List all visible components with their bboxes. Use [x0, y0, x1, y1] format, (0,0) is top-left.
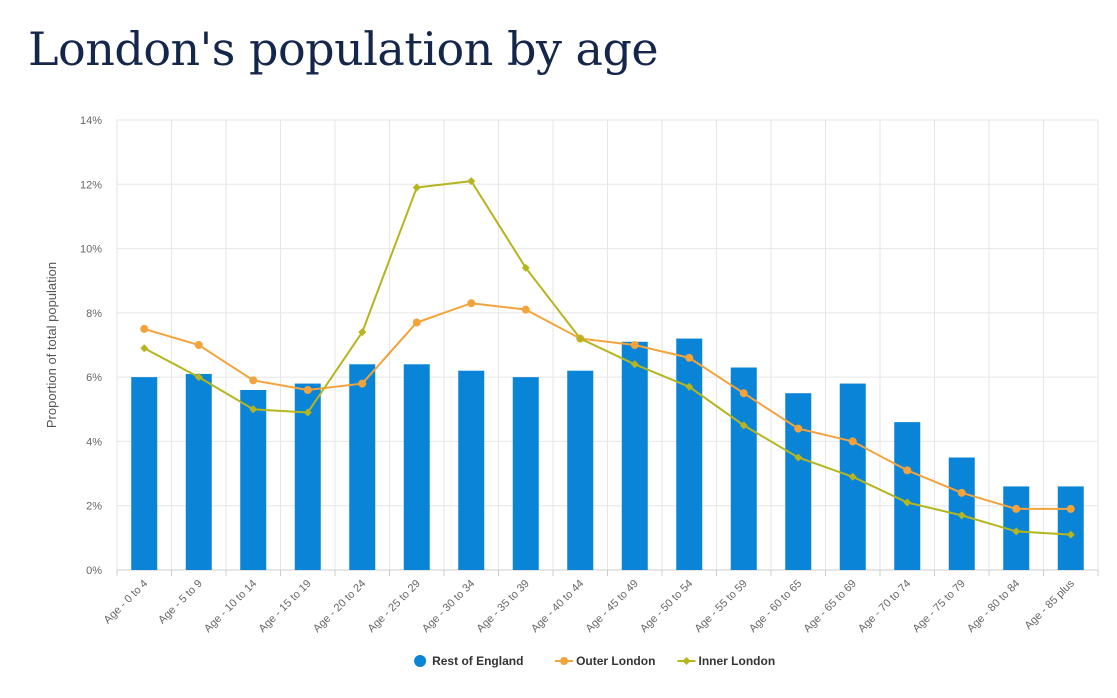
- legend-swatch: [560, 657, 569, 665]
- y-tick-label: 12%: [80, 179, 102, 191]
- data-point[interactable]: [685, 353, 694, 362]
- y-axis-ticks: 0% 2% 4% 6% 8% 10% 12% 14%: [80, 115, 102, 577]
- data-point[interactable]: [1012, 504, 1021, 513]
- data-point[interactable]: [358, 328, 367, 337]
- legend-item[interactable]: Outer London: [555, 654, 655, 668]
- x-tick-label: Age - 45 to 49: [584, 578, 641, 635]
- x-tick-label: Age - 65 to 69: [802, 578, 859, 635]
- bar[interactable]: [621, 341, 648, 570]
- y-tick-label: 2%: [86, 501, 102, 513]
- x-tick-label: Age - 35 to 39: [475, 578, 532, 635]
- x-tick-label: Age - 50 to 54: [638, 578, 695, 635]
- x-tick-label: Age - 55 to 59: [693, 578, 750, 635]
- series-line-group: [140, 299, 1075, 513]
- x-tick-label: Age - 70 to 74: [856, 578, 913, 635]
- x-tick-label: Age - 40 to 44: [529, 578, 586, 635]
- y-tick-label: 0%: [86, 565, 102, 577]
- data-point[interactable]: [140, 324, 149, 333]
- data-point[interactable]: [794, 453, 803, 462]
- chart-title: London's population by age: [28, 22, 659, 76]
- data-point[interactable]: [1012, 527, 1021, 536]
- data-point[interactable]: [739, 421, 748, 430]
- bar[interactable]: [567, 370, 594, 570]
- legend-label: Rest of England: [432, 654, 523, 668]
- series-line: [143, 180, 1071, 536]
- series-line-group: [140, 177, 1075, 539]
- x-tick-label: Age - 10 to 14: [202, 578, 259, 635]
- data-point[interactable]: [1066, 504, 1075, 513]
- data-point[interactable]: [630, 341, 639, 349]
- legend-item[interactable]: Inner London: [677, 654, 776, 668]
- x-tick-label: Age - 60 to 65: [747, 578, 804, 635]
- data-point[interactable]: [794, 424, 803, 433]
- data-point[interactable]: [521, 305, 530, 314]
- bar[interactable]: [676, 338, 703, 570]
- legend-label: Inner London: [699, 654, 776, 668]
- bar[interactable]: [403, 364, 430, 570]
- x-tick-label: Age - 0 to 4: [102, 578, 151, 627]
- y-tick-label: 4%: [86, 436, 102, 448]
- bar[interactable]: [131, 377, 158, 570]
- bar[interactable]: [185, 373, 212, 570]
- x-tick-label: Age - 20 to 24: [311, 578, 368, 635]
- x-tick-label: Age - 15 to 19: [257, 578, 314, 635]
- data-point[interactable]: [467, 299, 476, 308]
- data-point[interactable]: [303, 386, 312, 394]
- data-point[interactable]: [194, 373, 203, 382]
- bar[interactable]: [349, 364, 376, 570]
- data-point[interactable]: [957, 488, 966, 497]
- grid-lines: [116, 119, 1099, 576]
- data-point[interactable]: [140, 344, 149, 353]
- bar[interactable]: [458, 370, 485, 570]
- data-point[interactable]: [249, 376, 258, 385]
- data-point[interactable]: [412, 183, 421, 192]
- legend-item[interactable]: Rest of England: [414, 654, 523, 668]
- line-series: [140, 177, 1075, 539]
- data-point[interactable]: [903, 498, 912, 507]
- bar-series: [131, 338, 1084, 571]
- x-tick-label: Age - 30 to 34: [420, 578, 477, 635]
- data-point[interactable]: [957, 511, 966, 520]
- series-line: [143, 302, 1071, 510]
- data-point[interactable]: [630, 360, 639, 369]
- data-point[interactable]: [739, 389, 748, 398]
- data-point[interactable]: [249, 405, 258, 414]
- legend[interactable]: Rest of England Outer London Inner London: [414, 654, 775, 668]
- data-point[interactable]: [194, 341, 203, 349]
- data-point[interactable]: [303, 408, 312, 417]
- data-point[interactable]: [848, 472, 857, 481]
- data-point[interactable]: [467, 177, 476, 186]
- bar[interactable]: [785, 393, 812, 570]
- bar[interactable]: [1057, 486, 1084, 570]
- data-point[interactable]: [848, 437, 857, 446]
- data-point[interactable]: [903, 466, 912, 475]
- x-tick-label: Age - 25 to 29: [366, 578, 423, 635]
- legend-label: Outer London: [576, 654, 655, 668]
- legend-swatch: [682, 657, 691, 665]
- bar[interactable]: [512, 377, 539, 570]
- bar[interactable]: [240, 390, 267, 570]
- bar[interactable]: [894, 422, 921, 570]
- x-tick-label: Age - 5 to 9: [156, 578, 205, 627]
- y-tick-label: 14%: [80, 115, 102, 127]
- x-tick-label: Age - 80 to 84: [965, 578, 1022, 635]
- y-tick-label: 6%: [86, 372, 102, 384]
- y-tick-label: 10%: [80, 244, 102, 256]
- data-point[interactable]: [358, 379, 367, 388]
- x-tick-label: Age - 75 to 79: [911, 578, 968, 635]
- legend-swatch: [414, 655, 427, 667]
- x-tick-label: Age - 85 plus: [1023, 577, 1078, 632]
- y-tick-label: 8%: [86, 308, 102, 320]
- data-point[interactable]: [576, 334, 585, 343]
- data-point[interactable]: [521, 263, 530, 272]
- data-point[interactable]: [685, 382, 694, 391]
- data-point[interactable]: [1066, 530, 1075, 539]
- data-point[interactable]: [412, 318, 421, 327]
- y-axis-label: Proportion of total population: [44, 262, 59, 428]
- bar[interactable]: [730, 367, 757, 571]
